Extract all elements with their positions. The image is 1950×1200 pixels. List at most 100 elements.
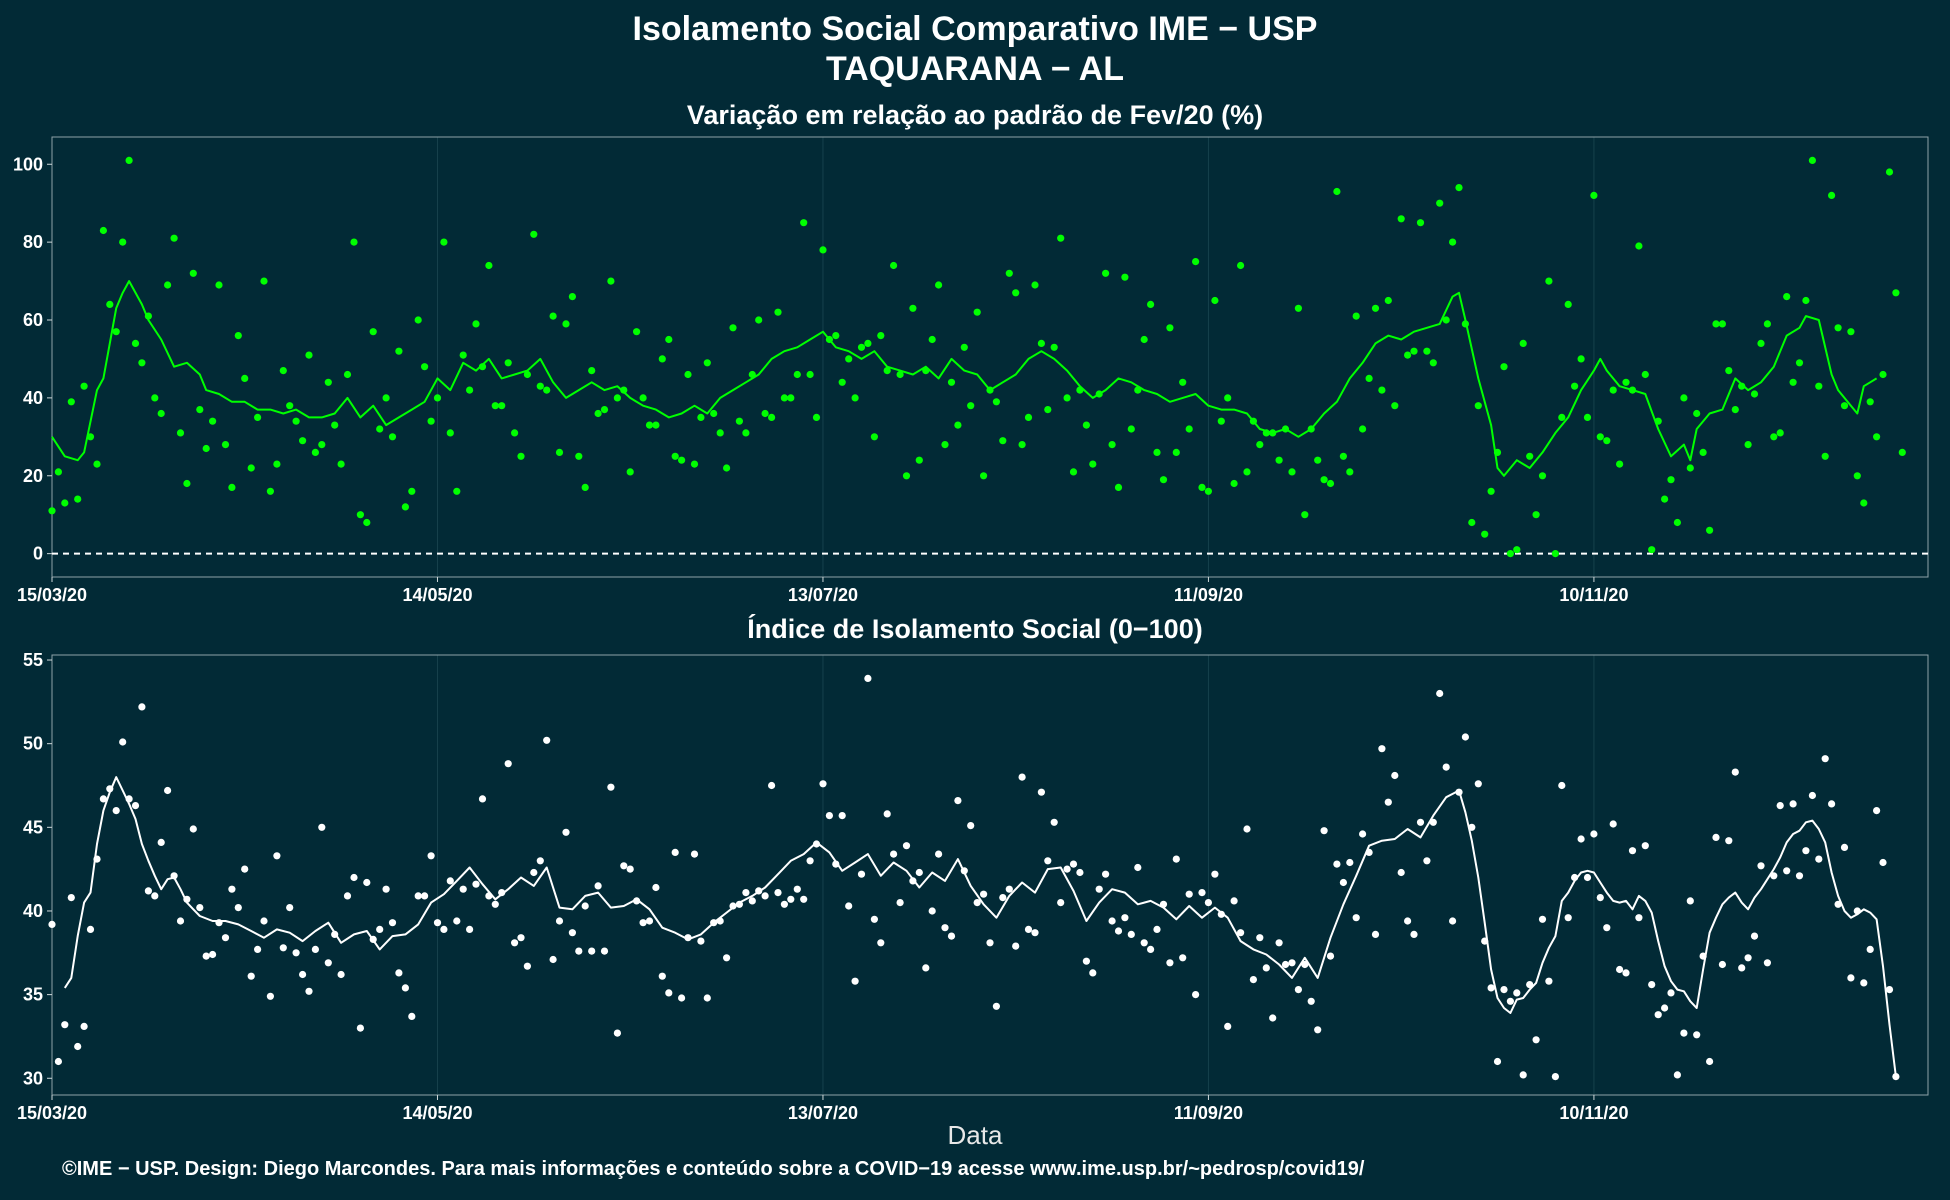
index-data-point (1667, 989, 1675, 997)
variation-data-point (1179, 378, 1187, 386)
index-data-point (1577, 835, 1585, 843)
variation-data-point (870, 433, 879, 441)
index-data-point (54, 1057, 63, 1066)
variation-data-point (1050, 343, 1058, 351)
index-data-point (1789, 800, 1797, 808)
index-data-point (453, 917, 461, 925)
index-data-point (61, 1021, 69, 1029)
variation-y-tick-label: 100 (13, 154, 43, 174)
index-data-point (1442, 763, 1450, 771)
index-data-point (260, 917, 268, 925)
index-data-point (1828, 800, 1836, 808)
index-data-point (716, 917, 724, 925)
index-data-point (665, 989, 673, 997)
index-data-point (1840, 843, 1849, 852)
index-data-point (228, 885, 236, 893)
index-data-point (1654, 1011, 1662, 1019)
variation-data-point (941, 441, 949, 449)
index-data-point (86, 925, 95, 934)
variation-data-point (247, 464, 255, 472)
variation-data-point (388, 433, 397, 441)
index-data-point (973, 899, 981, 907)
index-data-point (157, 838, 165, 847)
x-axis-label: Data (947, 1120, 1003, 1150)
index-data-point (954, 797, 962, 805)
index-data-point (498, 889, 506, 897)
index-data-point (1057, 899, 1065, 907)
index-data-point (1680, 1029, 1688, 1037)
index-data-point (318, 823, 326, 831)
index-data-point (299, 970, 307, 979)
index-data-point (138, 703, 146, 711)
index-data-point (1307, 997, 1315, 1005)
index-data-point (433, 919, 442, 927)
variation-data-point (600, 406, 609, 414)
index-panel-title: Índice de Isolamento Social (0−100) (747, 614, 1203, 644)
index-data-point (331, 930, 339, 939)
index-data-point (1179, 954, 1187, 962)
variation-data-point (613, 394, 622, 402)
index-panel: 30 35 40 45 50 55 15/03/20 14/05/20 13/07/20 11/0… (17, 650, 1929, 1123)
index-data-point (530, 868, 538, 877)
variation-data-point (1577, 355, 1585, 363)
variation-data-point (575, 452, 583, 460)
variation-data-point (1551, 550, 1559, 558)
index-data-point (382, 885, 390, 893)
index-data-point (254, 945, 262, 954)
variation-data-point (716, 429, 724, 437)
index-data-point (1063, 865, 1071, 873)
variation-data-point (1256, 441, 1264, 449)
index-data-point (588, 947, 596, 955)
index-data-point (183, 895, 191, 903)
index-data-point (967, 822, 975, 830)
variation-data-point (812, 413, 821, 421)
variation-data-point (568, 293, 577, 301)
index-data-point (1230, 897, 1238, 905)
index-data-point (1294, 986, 1302, 994)
index-data-point (1500, 986, 1508, 994)
index-data-point (1603, 924, 1611, 932)
variation-data-point (1526, 452, 1534, 460)
index-data-point (1493, 1057, 1502, 1066)
index-data-point (729, 902, 737, 910)
index-data-point (1892, 1073, 1900, 1081)
index-x-tick-label: 10/11/20 (1559, 1103, 1628, 1123)
index-data-point (305, 987, 313, 995)
index-data-point (1211, 870, 1219, 878)
index-data-point (93, 855, 101, 863)
variation-data-point (1410, 347, 1418, 355)
index-data-point (1802, 847, 1810, 855)
index-data-point (1808, 791, 1816, 800)
index-data-point (164, 786, 172, 795)
variation-data-point (1359, 425, 1367, 433)
index-data-point (1352, 914, 1360, 922)
variation-data-point (1532, 511, 1540, 519)
variation-data-point (363, 518, 371, 527)
index-data-point (99, 795, 107, 803)
index-data-point (1281, 960, 1290, 969)
variation-data-point (684, 370, 692, 379)
index-data-point (658, 972, 666, 980)
variation-data-point (1269, 429, 1277, 437)
index-data-point (1005, 885, 1013, 893)
index-data-point (1873, 807, 1881, 815)
variation-data-point (1506, 550, 1514, 558)
variation-data-point (536, 382, 544, 390)
variation-data-point (1436, 199, 1444, 207)
index-data-point (1371, 930, 1380, 939)
index-data-point (1365, 848, 1373, 857)
index-data-point (1391, 771, 1399, 780)
variation-data-point (131, 339, 140, 347)
index-data-point (1243, 825, 1251, 833)
variation-data-point (427, 417, 435, 425)
index-data-point (1044, 857, 1052, 865)
index-data-point (1224, 1022, 1232, 1030)
index-data-point (1538, 915, 1547, 923)
index-data-point (74, 1042, 82, 1051)
index-y-tick-label: 30 (23, 1068, 43, 1088)
variation-data-point (1237, 261, 1245, 270)
index-data-point (896, 899, 904, 907)
variation-data-point (1808, 156, 1816, 164)
variation-data-point (1095, 390, 1103, 398)
variation-data-point (549, 312, 557, 320)
